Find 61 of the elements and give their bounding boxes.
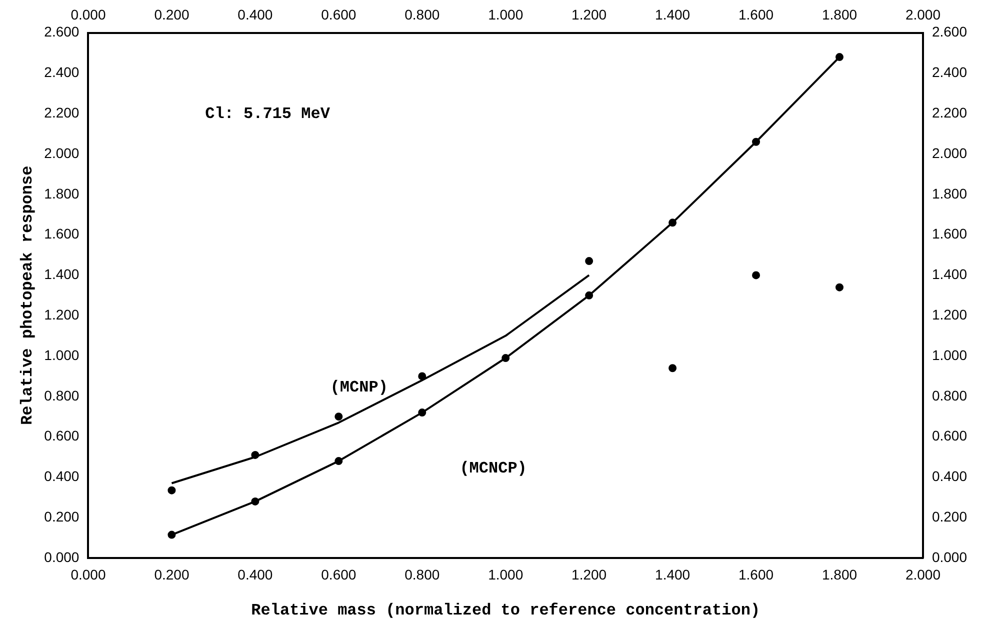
point (334, 412, 343, 421)
point (668, 364, 677, 372)
x2-tick-label: 0.200 (154, 6, 190, 22)
y2-tick-label: 1.600 (932, 226, 968, 242)
x2-tick-label: 0.600 (321, 6, 356, 22)
y-tick-label: 1.000 (44, 346, 80, 363)
y-tick-label: 2.200 (44, 104, 80, 120)
x-tick-label: 2.000 (905, 566, 941, 582)
y2-tick-label: 0.200 (932, 508, 968, 524)
y2-tick-label: 2.200 (932, 104, 968, 120)
x2-tick-label: 1.200 (572, 6, 607, 22)
y-tick-label: 0.200 (44, 508, 80, 524)
y-tick-label: 0.000 (44, 548, 80, 565)
annotation: (MCNCP) (460, 460, 527, 478)
y-tick-label: 0.400 (44, 468, 80, 484)
x-tick-label: 0.800 (404, 566, 440, 582)
y-axis-title: Relative photopeak response (18, 166, 37, 426)
y2-tick-label: 2.000 (932, 144, 968, 161)
x-axis-title: Relative mass (normalized to reference concentration) (251, 601, 760, 620)
y2-tick-label: 0.600 (932, 428, 968, 444)
y-tick-label: 0.600 (44, 428, 80, 444)
y2-tick-label: 0.000 (932, 548, 968, 565)
x-tick-label: 0.000 (70, 566, 106, 582)
y-tick-label: 2.400 (44, 64, 80, 80)
point (168, 486, 176, 494)
annotation: (MCNP) (330, 378, 388, 396)
x-tick-label: 1.400 (655, 566, 690, 582)
x2-tick-label: 1.600 (738, 6, 774, 22)
y2-tick-label: 1.400 (932, 266, 968, 282)
point (835, 283, 844, 292)
x2-tick-label: 1.400 (655, 6, 690, 22)
annotation: Cl: 5.715 MeV (205, 105, 330, 124)
y2-tick-label: 2.600 (932, 24, 968, 40)
x2-tick-label: 0.800 (404, 6, 440, 22)
y2-tick-label: 0.400 (932, 468, 968, 484)
x2-tick-label: 1.000 (488, 6, 524, 22)
x-tick-label: 0.400 (238, 566, 273, 582)
x2-tick-label: 0.000 (70, 6, 106, 22)
point (752, 271, 760, 280)
x-tick-label: 0.200 (154, 566, 190, 582)
x-tick-label: 1.800 (822, 566, 858, 582)
y-tick-label: 2.000 (44, 144, 80, 161)
y-tick-label: 1.800 (44, 185, 80, 202)
x2-tick-label: 0.400 (238, 6, 273, 22)
x-tick-label: 1.000 (488, 566, 524, 582)
y-tick-label: 0.800 (44, 387, 80, 404)
y2-tick-label: 1.200 (932, 306, 968, 322)
y2-tick-label: 1.000 (932, 346, 968, 363)
x-tick-label: 1.600 (738, 566, 774, 582)
x2-tick-label: 1.800 (822, 6, 858, 22)
y-tick-label: 1.200 (44, 306, 80, 322)
x-tick-label: 0.600 (321, 566, 356, 582)
y-tick-label: 2.600 (44, 24, 80, 40)
y2-tick-label: 2.400 (932, 64, 968, 80)
x2-tick-label: 2.000 (905, 6, 941, 22)
x-tick-label: 1.200 (572, 566, 607, 582)
point (585, 257, 594, 266)
y-tick-label: 1.600 (44, 226, 80, 242)
y2-tick-label: 1.800 (932, 185, 968, 202)
y2-tick-label: 0.800 (932, 387, 968, 404)
y-tick-label: 1.400 (44, 266, 80, 282)
